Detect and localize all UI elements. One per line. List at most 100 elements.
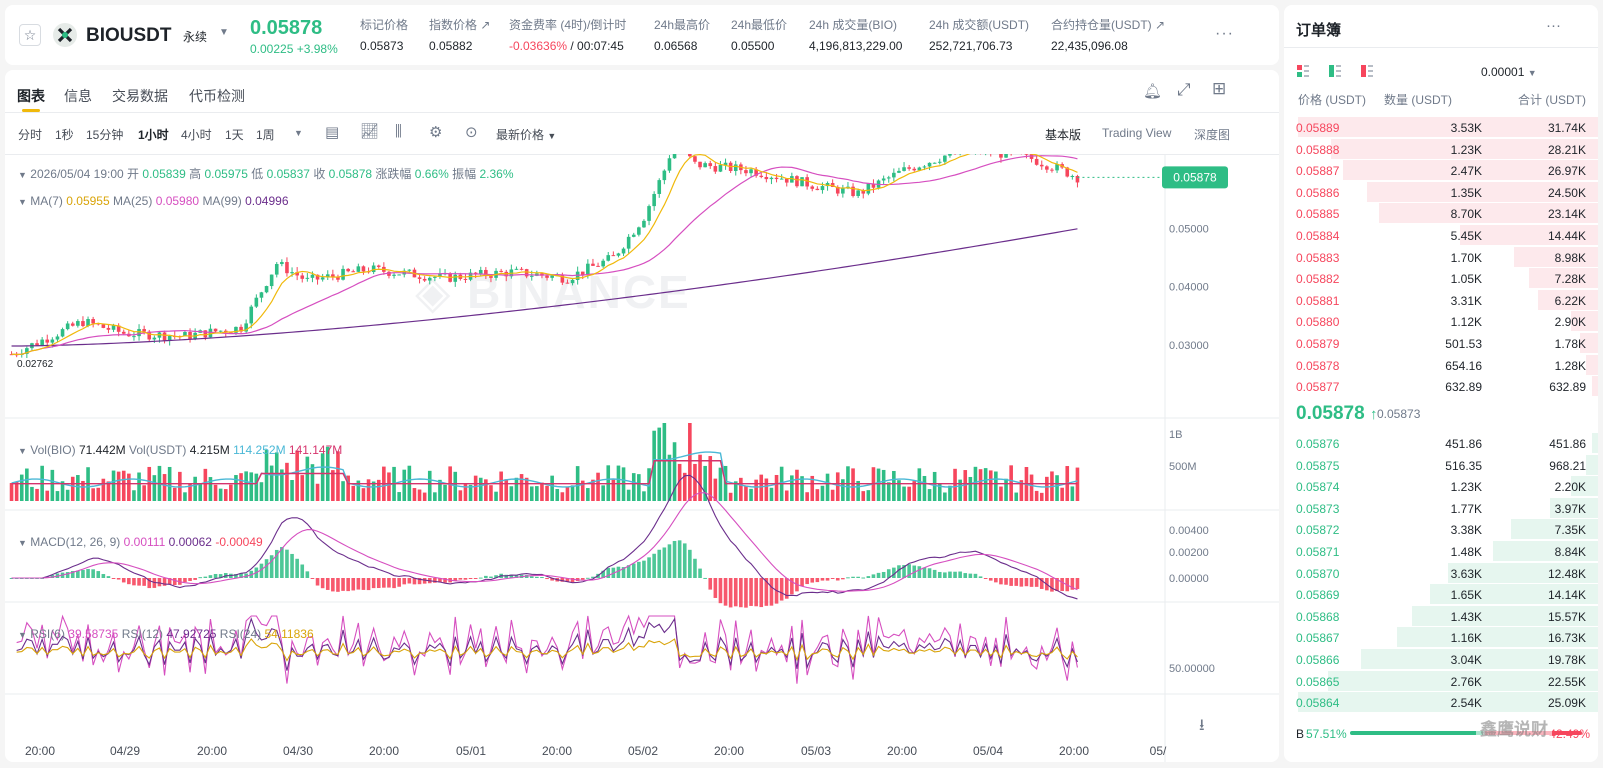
bid-row[interactable]: 0.05875 516.35 968.21 <box>1284 454 1598 476</box>
volume-bar <box>254 473 259 501</box>
cell-price: 0.05870 <box>1296 566 1340 581</box>
ask-row[interactable]: 0.05879 501.53 1.78K <box>1284 332 1598 354</box>
price-type-select[interactable]: 最新价格 ▼ <box>496 126 556 143</box>
candle-body <box>254 297 259 307</box>
interval-15m[interactable]: 15分钟 <box>86 128 124 142</box>
ask-row[interactable]: 0.05878 654.16 1.28K <box>1284 354 1598 376</box>
ask-row[interactable]: 0.05883 1.70K 8.98K <box>1284 246 1598 268</box>
view-both-icon[interactable] <box>1297 65 1309 77</box>
bid-row[interactable]: 0.05864 2.54K 25.09K <box>1284 691 1598 713</box>
chart-settings-icon[interactable]: ⚙︎ <box>429 124 443 141</box>
tab-chart[interactable]: 图表 <box>17 88 45 104</box>
volume-bar <box>733 481 738 501</box>
interval-dropdown-icon[interactable]: ▼ <box>294 128 303 138</box>
ask-row[interactable]: 0.05888 1.23K 28.21K <box>1284 138 1598 160</box>
candle-body <box>1050 169 1054 171</box>
ask-row[interactable]: 0.05877 632.89 632.89 <box>1284 375 1598 397</box>
precision-select[interactable]: 0.00001 ▼ <box>1481 65 1537 79</box>
volume-bar <box>152 475 157 501</box>
favorite-star-icon[interactable]: ☆ <box>19 24 41 46</box>
tools-icon[interactable]: ⊙ <box>465 124 478 141</box>
view-depth[interactable]: 深度图 <box>1194 128 1231 142</box>
stat-open-interest[interactable]: 合约持仓量(USDT) ↗ 22,435,096.08 <box>1051 18 1166 53</box>
bid-row[interactable]: 0.05870 3.63K 12.48K <box>1284 562 1598 584</box>
bid-row[interactable]: 0.05867 1.16K 16.73K <box>1284 626 1598 648</box>
cell-total: 16.73K <box>1547 631 1586 646</box>
interval-timeline[interactable]: 分时 <box>18 128 43 142</box>
bid-row[interactable]: 0.05872 3.38K 7.35K <box>1284 518 1598 540</box>
macd-histogram-bar <box>96 571 101 578</box>
volume-bar <box>433 492 437 501</box>
tab-token-check[interactable]: 代币检测 <box>189 88 245 104</box>
ask-row[interactable]: 0.05885 8.70K 23.14K <box>1284 202 1598 224</box>
chevron-down-icon[interactable]: ▼ <box>18 538 27 548</box>
fullscreen-icon[interactable]: ⤢ <box>1177 80 1191 99</box>
chevron-down-icon[interactable]: ▼ <box>18 630 27 640</box>
chevron-down-icon[interactable]: ▼ <box>18 170 27 180</box>
chevron-down-icon[interactable]: ▼ <box>18 197 27 207</box>
ask-row[interactable]: 0.05880 1.12K 2.90K <box>1284 310 1598 332</box>
cell-price: 0.05876 <box>1296 437 1340 451</box>
macd-histogram-bar <box>835 578 840 581</box>
macd-histogram-bar <box>473 578 478 579</box>
interval-1h[interactable]: 1小时 <box>138 128 169 142</box>
view-basic[interactable]: 基本版 <box>1045 128 1082 142</box>
more-icon[interactable]: ··· <box>1215 25 1234 42</box>
interval-1w[interactable]: 1周 <box>256 128 275 142</box>
ask-row[interactable]: 0.05889 3.53K 31.74K <box>1284 116 1598 138</box>
indicator-icon[interactable]: 📈︎ <box>360 123 380 140</box>
interval-1s[interactable]: 1秒 <box>55 128 74 142</box>
tab-trading-data[interactable]: 交易数据 <box>112 88 168 104</box>
macd-histogram-bar <box>1004 578 1008 585</box>
cell-qty: 5.45K <box>1450 229 1482 243</box>
depth-bar <box>1580 333 1598 353</box>
current-price-label: 0.05878 <box>1173 170 1217 184</box>
ask-row[interactable]: 0.05882 1.05K 7.28K <box>1284 267 1598 289</box>
orderbook-last-price[interactable]: 0.05878 ↑ <box>1296 403 1377 425</box>
contract-type[interactable]: 永续 <box>183 30 208 44</box>
macd-histogram-bar <box>728 578 733 608</box>
bid-row[interactable]: 0.05866 3.04K 19.78K <box>1284 648 1598 670</box>
candle-body <box>769 177 774 180</box>
bid-row[interactable]: 0.05868 1.43K 15.57K <box>1284 605 1598 627</box>
view-tradingview[interactable]: Trading View <box>1102 126 1172 140</box>
interval-1d[interactable]: 1天 <box>225 128 244 142</box>
ask-row[interactable]: 0.05884 5.45K 14.44K <box>1284 224 1598 246</box>
calendar-icon[interactable]: ▤ <box>325 124 340 141</box>
macd-histogram-bar <box>76 570 80 578</box>
bid-row[interactable]: 0.05876 451.86 451.86 <box>1284 432 1598 454</box>
bid-row[interactable]: 0.05874 1.23K 2.20K <box>1284 475 1598 497</box>
depth-bar <box>1571 476 1598 497</box>
interval-4h[interactable]: 4小时 <box>181 128 212 142</box>
stat-index-price[interactable]: 指数价格 ↗ 0.05882 <box>429 18 491 53</box>
chevron-down-icon[interactable]: ▼ <box>18 446 27 456</box>
view-asks-icon[interactable] <box>1361 65 1373 77</box>
kline-chart[interactable]: 0.050000.040000.030000.066000.027620.058… <box>5 154 1279 762</box>
symbol-name[interactable]: BIOUSDT <box>86 25 172 46</box>
volume-bar <box>443 484 447 501</box>
ask-row[interactable]: 0.05886 1.35K 24.50K <box>1284 181 1598 203</box>
candle-type-icon[interactable]: ⫼ <box>395 123 402 140</box>
bid-row[interactable]: 0.05873 1.77K 3.97K <box>1284 497 1598 519</box>
price-axis-tick: 0.03000 <box>1169 340 1209 352</box>
ask-row[interactable]: 0.05881 3.31K 6.22K <box>1284 289 1598 311</box>
bell-icon[interactable]: 🔔︎ <box>1143 83 1163 100</box>
macd-dea-value: 0.00062 <box>168 535 212 549</box>
bid-row[interactable]: 0.05865 2.76K 22.55K <box>1284 670 1598 692</box>
macd-histogram-bar <box>407 578 412 584</box>
bid-row[interactable]: 0.05871 1.48K 8.84K <box>1284 540 1598 562</box>
macd-histogram-bar <box>810 578 815 583</box>
view-bids-icon[interactable] <box>1329 65 1341 77</box>
volume-bar <box>545 485 549 501</box>
orderbook-more-icon[interactable]: ··· <box>1546 17 1561 34</box>
candle-body <box>25 348 29 354</box>
macd-histogram-bar <box>953 571 957 578</box>
ask-row[interactable]: 0.05887 2.47K 26.97K <box>1284 159 1598 181</box>
bid-row[interactable]: 0.05869 1.65K 14.14K <box>1284 583 1598 605</box>
symbol-dropdown-icon[interactable]: ▼ <box>219 27 229 38</box>
candle-body <box>637 227 641 235</box>
scroll-to-latest-icon[interactable]: ⭳ <box>1199 717 1205 734</box>
layout-grid-icon[interactable]: ⊞ <box>1212 79 1227 98</box>
tab-info[interactable]: 信息 <box>64 88 92 104</box>
candle-body <box>40 339 44 346</box>
